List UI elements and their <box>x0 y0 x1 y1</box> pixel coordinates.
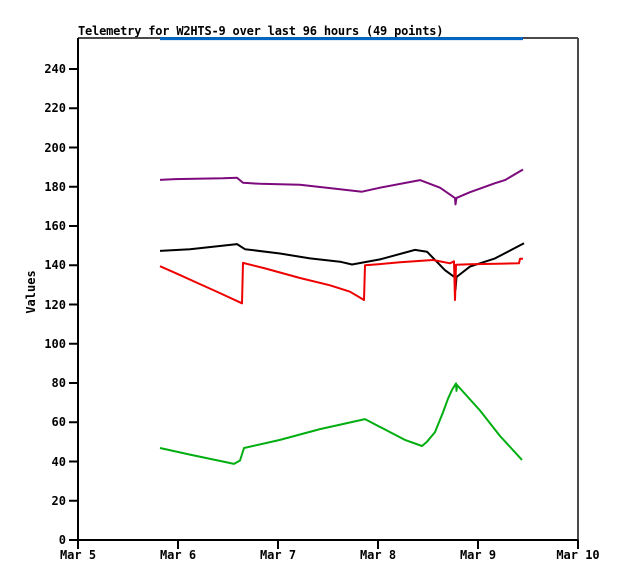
y-tick-label: 100 <box>44 336 66 351</box>
y-tick-label: 180 <box>44 179 66 194</box>
y-tick-label: 0 <box>58 533 66 547</box>
x-tick-label: Mar 10 <box>556 548 600 562</box>
y-tick-label: 240 <box>44 62 66 76</box>
series-red-line <box>159 257 523 305</box>
y-tick-label: 200 <box>44 140 66 155</box>
y-tick-label: 220 <box>44 101 66 116</box>
y-tick-label: 60 <box>51 415 66 430</box>
y-tick-label: 80 <box>51 376 66 390</box>
y-tick-label: 140 <box>44 258 66 273</box>
x-tick-label: Mar 5 <box>59 548 97 562</box>
chart-title: Telemetry for W2HTS-9 over last 96 hours… <box>78 24 444 38</box>
series-black-line <box>159 242 525 291</box>
x-tick-label: Mar 7 <box>259 548 297 562</box>
y-tick-label: 40 <box>51 454 66 469</box>
series-purple-line <box>159 168 524 206</box>
x-tick-label: Mar 8 <box>359 548 397 562</box>
x-tick-label: Mar 6 <box>159 548 197 562</box>
y-tick-label: 120 <box>44 297 66 312</box>
series-green-line <box>159 382 523 465</box>
y-tick-label: 20 <box>51 493 66 508</box>
x-tick-label: Mar 9 <box>459 548 497 562</box>
y-tick-label: 160 <box>44 219 66 233</box>
